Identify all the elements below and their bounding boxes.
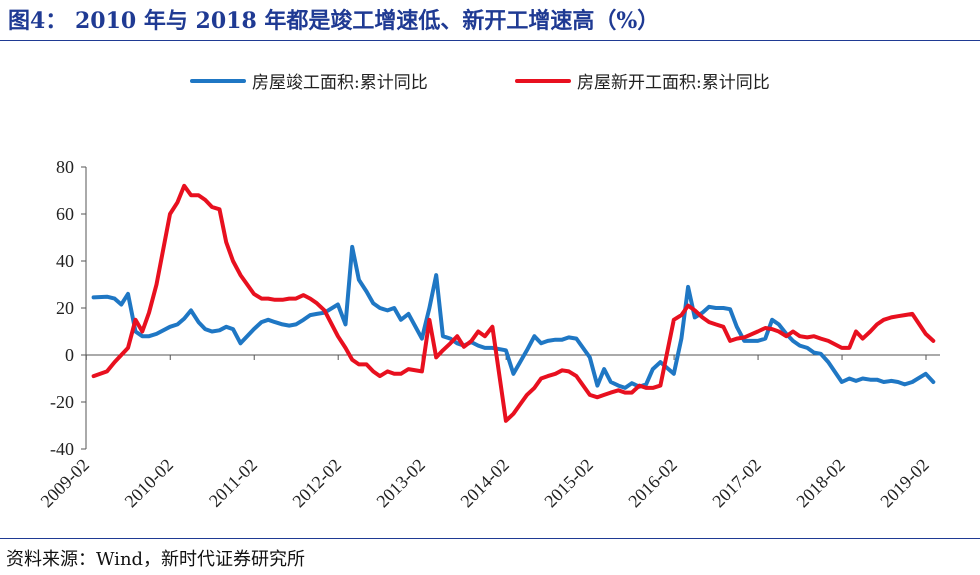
x-tick-label: 2016-02 [624, 455, 681, 512]
x-tick-label: 2015-02 [540, 455, 597, 512]
series-line-starts [91, 183, 936, 423]
y-tick-label: 20 [56, 298, 74, 318]
legend-item-starts: 房屋新开工面积:累计同比 [515, 68, 770, 93]
legend-swatch-starts [515, 78, 571, 83]
x-tick-label: 2019-02 [876, 455, 933, 512]
x-tick-label: 2018-02 [792, 455, 849, 512]
legend-swatch-completion [190, 78, 246, 83]
x-tick-label: 2013-02 [372, 455, 429, 512]
x-tick-label: 2012-02 [288, 455, 345, 512]
title-divider [0, 40, 980, 41]
footer-divider [0, 538, 980, 539]
y-tick-label: 40 [56, 251, 74, 271]
y-tick-label: 60 [56, 204, 74, 224]
y-tick-label: 80 [56, 157, 74, 177]
x-tick-label: 2009-02 [37, 455, 94, 512]
y-tick-label: -20 [50, 392, 74, 412]
chart-title: 图4： 2010 年与 2018 年都是竣工增速低、新开工增速高（%） [8, 8, 660, 34]
legend-label-completion: 房屋竣工面积:累计同比 [252, 73, 428, 93]
y-tick-label: 0 [65, 345, 74, 365]
series-line-completion [91, 244, 936, 390]
x-tick-label: 2014-02 [456, 455, 513, 512]
source-note: 资料来源：Wind，新时代证券研究所 [6, 549, 306, 570]
series-lines [91, 183, 936, 423]
y-tick-label: -40 [50, 439, 74, 459]
x-tick-label: 2010-02 [121, 455, 178, 512]
x-tick-label: 2011-02 [205, 455, 261, 511]
x-tick-label: 2017-02 [708, 455, 765, 512]
legend-label-starts: 房屋新开工面积:累计同比 [577, 73, 770, 93]
legend: 房屋竣工面积:累计同比 房屋新开工面积:累计同比 [0, 68, 980, 93]
legend-item-completion: 房屋竣工面积:累计同比 [190, 68, 428, 93]
